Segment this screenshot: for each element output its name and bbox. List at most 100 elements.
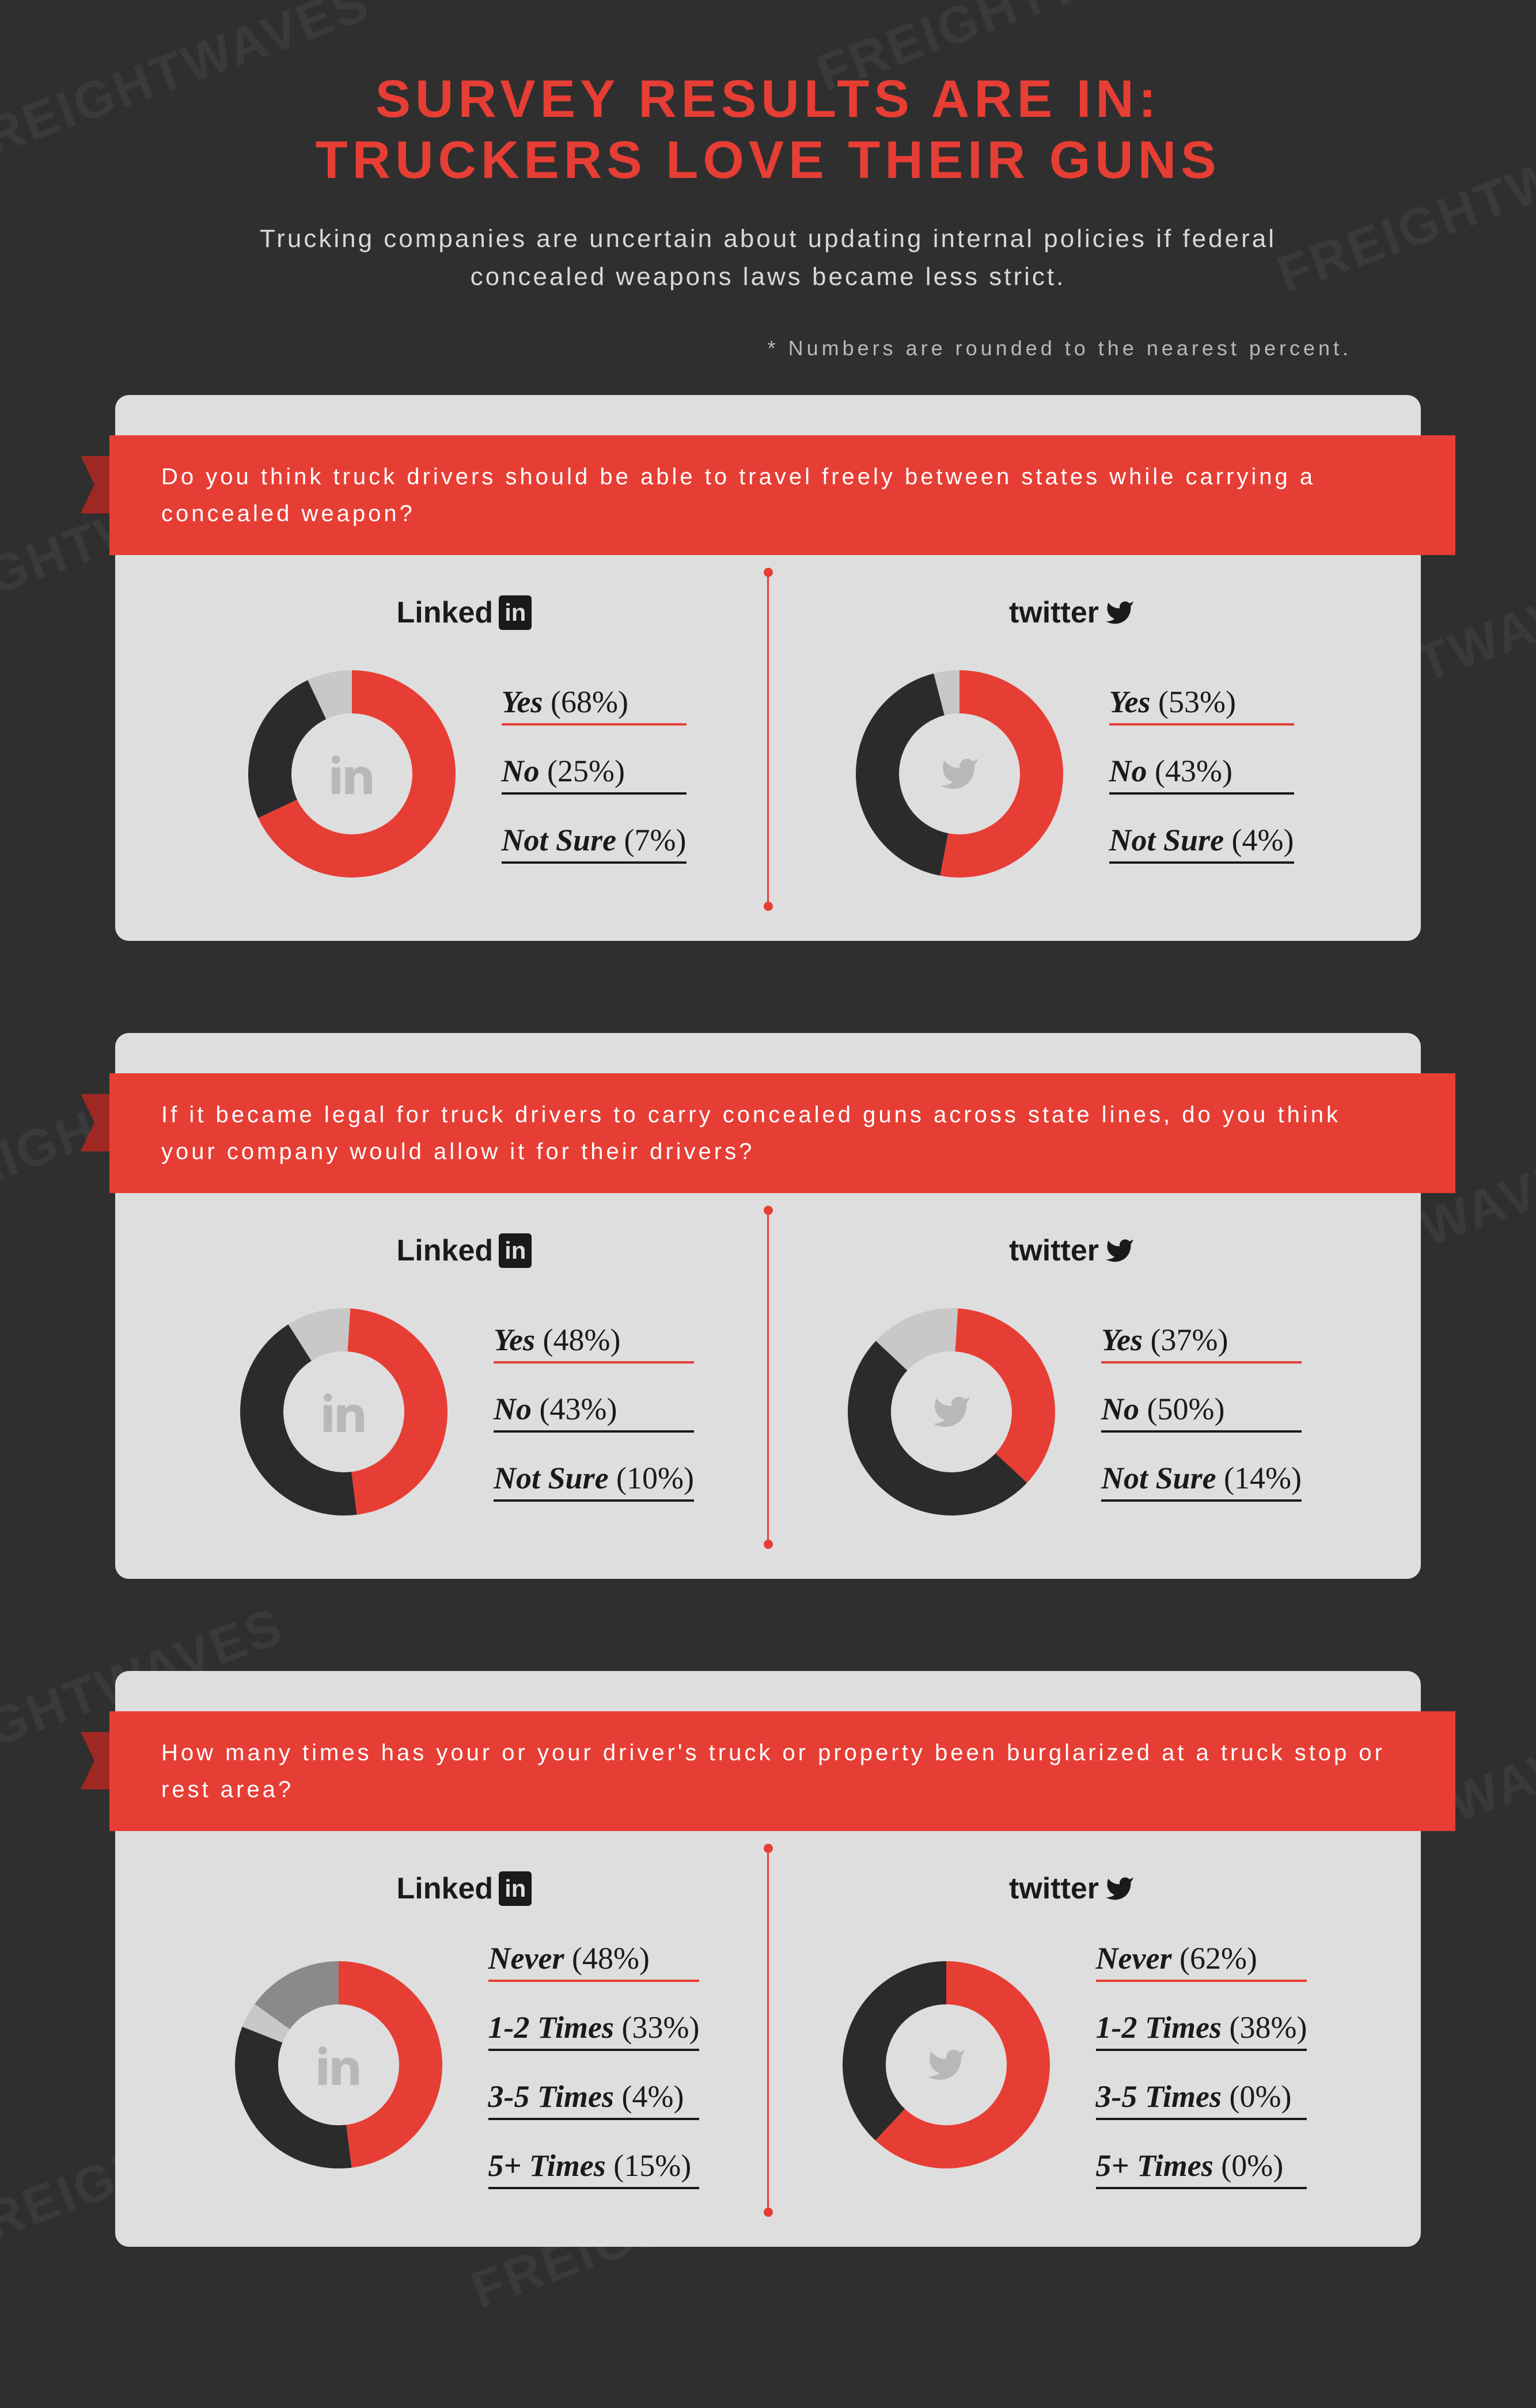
chart-row: Yes (53%)No (43%)Not Sure (4%) [850, 664, 1294, 883]
page-subtitle: Trucking companies are uncertain about u… [221, 220, 1315, 296]
legend-label: Never [488, 1941, 564, 1976]
donut-center-icon [326, 748, 378, 800]
legend-value: (62%) [1180, 1941, 1257, 1976]
legend-value: (33%) [622, 2010, 700, 2045]
legend-value: (48%) [572, 1941, 650, 1976]
legend-label: 3-5 Times [488, 2079, 614, 2114]
legend: Yes (53%)No (43%)Not Sure (4%) [1109, 684, 1294, 864]
panel-divider [767, 572, 769, 906]
legend-label: 5+ Times [1096, 2148, 1213, 2183]
ribbon-wrap: If it became legal for truck drivers to … [81, 1073, 1455, 1193]
legend-item: Yes (37%) [1101, 1322, 1302, 1363]
linkedin-icon: in [499, 595, 532, 630]
legend-label: Never [1096, 1941, 1172, 1976]
twitter-text: twitter [1009, 1233, 1099, 1268]
chart-row: Yes (68%) No (25%) Not Sure (7%) [242, 664, 687, 883]
legend-label: Yes [494, 1323, 535, 1357]
legend-item: Never (62%) [1096, 1940, 1307, 1982]
donut-wrap [837, 1955, 1056, 2174]
page-title: SURVEY RESULTS ARE IN: TRUCKERS LOVE THE… [115, 69, 1421, 191]
panel-twitter: twitter Never (62%) 1-2 Times (38%) 3-5 Ti… [769, 1871, 1375, 2189]
chart-row: Never (48%)1-2 Times (33%)3-5 Times (4%)… [229, 1940, 700, 2189]
ribbon-wrap: How many times has your or your driver's… [81, 1711, 1455, 1831]
legend: Yes (48%) No (43%) Not Sure (10%) [494, 1322, 694, 1502]
linkedin-icon: in [499, 1233, 532, 1268]
title-line-2: TRUCKERS LOVE THEIR GUNS [315, 131, 1220, 189]
cards-container: Do you think truck drivers should be abl… [115, 395, 1421, 2247]
twitter-text: twitter [1009, 1871, 1099, 1906]
legend-item: 5+ Times (15%) [488, 2148, 700, 2189]
legend-item: 5+ Times (0%) [1096, 2148, 1307, 2189]
legend-value: (68%) [551, 685, 628, 719]
legend-item: 1-2 Times (38%) [1096, 2010, 1307, 2051]
legend-value: (10%) [616, 1461, 694, 1495]
legend-item: 1-2 Times (33%) [488, 2010, 700, 2051]
legend-label: Yes [1109, 685, 1151, 719]
legend-value: (0%) [1221, 2148, 1283, 2183]
legend-value: (4%) [622, 2079, 684, 2114]
panel-linkedin: Linkedin Yes (48%) No (43%) Not Sure (10%) [161, 1233, 767, 1521]
legend-label: 1-2 Times [1096, 2010, 1222, 2045]
legend-item: Not Sure (4%) [1109, 822, 1294, 864]
twitter-text: twitter [1009, 595, 1099, 630]
platform-linkedin: Linkedin [397, 1871, 532, 1906]
footnote: * Numbers are rounded to the nearest per… [115, 336, 1421, 360]
legend-value: (53%) [1158, 685, 1236, 719]
legend-label: 1-2 Times [488, 2010, 614, 2045]
donut-slice [248, 680, 326, 818]
platform-linkedin: Linkedin [397, 1233, 532, 1268]
legend-value: (43%) [1155, 754, 1232, 788]
question-card: Do you think truck drivers should be abl… [115, 395, 1421, 941]
panel-twitter: twitter Yes (37%) No (50%) Not Sure (14%) [769, 1233, 1375, 1521]
legend-item: No (50%) [1101, 1391, 1302, 1433]
legend-label: No [502, 754, 540, 788]
panel-linkedin: Linkedin Yes (68%)No (25%)Not Sure (7%) [161, 595, 767, 883]
legend-label: 3-5 Times [1096, 2079, 1222, 2114]
legend-value: (4%) [1232, 823, 1294, 857]
title-line-1: SURVEY RESULTS ARE IN: [376, 70, 1161, 128]
panel-twitter: twitter Yes (53%)No (43%)Not Sure (4%) [769, 595, 1375, 883]
legend-item: Not Sure (14%) [1101, 1460, 1302, 1502]
legend-item: Never (48%) [488, 1940, 700, 1982]
donut-wrap [229, 1955, 448, 2174]
legend-label: Not Sure [1101, 1461, 1216, 1495]
donut-center-icon [926, 1386, 977, 1438]
legend-value: (50%) [1147, 1392, 1225, 1426]
legend-label: Not Sure [502, 823, 617, 857]
legend-item: No (25%) [502, 753, 687, 795]
question-ribbon: How many times has your or your driver's… [109, 1711, 1455, 1831]
legend-label: Not Sure [1109, 823, 1224, 857]
legend-item: Yes (53%) [1109, 684, 1294, 726]
legend-item: Not Sure (10%) [494, 1460, 694, 1502]
panel-divider [767, 1210, 769, 1544]
legend-label: Not Sure [494, 1461, 609, 1495]
legend-item: No (43%) [494, 1391, 694, 1433]
chart-row: Yes (48%) No (43%) Not Sure (10%) [234, 1302, 694, 1521]
legend: Never (48%)1-2 Times (33%)3-5 Times (4%)… [488, 1940, 700, 2189]
legend-label: No [494, 1392, 532, 1426]
panel-divider [767, 1848, 769, 2212]
linkedin-text: Linked [397, 1233, 494, 1268]
legend-value: (14%) [1224, 1461, 1302, 1495]
question-card: How many times has your or your driver's… [115, 1671, 1421, 2247]
legend: Yes (37%) No (50%) Not Sure (14%) [1101, 1322, 1302, 1502]
legend-item: Yes (68%) [502, 684, 687, 726]
legend-value: (15%) [613, 2148, 691, 2183]
linkedin-icon: in [499, 1871, 532, 1906]
donut-center-icon [934, 748, 985, 800]
donut-wrap [842, 1302, 1061, 1521]
panel-linkedin: Linkedin Never (48%)1-2 Times (33%)3-5 T… [161, 1871, 767, 2189]
legend-label: 5+ Times [488, 2148, 606, 2183]
legend-item: 3-5 Times (4%) [488, 2079, 700, 2120]
question-ribbon: If it became legal for truck drivers to … [109, 1073, 1455, 1193]
legend-item: Yes (48%) [494, 1322, 694, 1363]
panels: Linkedin Yes (68%)No (25%)Not Sure (7%) … [161, 595, 1375, 883]
legend-value: (7%) [624, 823, 687, 857]
question-ribbon: Do you think truck drivers should be abl… [109, 435, 1455, 555]
donut-center-icon [318, 1386, 370, 1438]
donut-wrap [242, 664, 461, 883]
ribbon-wrap: Do you think truck drivers should be abl… [81, 435, 1455, 555]
chart-row: Yes (37%) No (50%) Not Sure (14%) [842, 1302, 1302, 1521]
legend-label: Yes [1101, 1323, 1143, 1357]
legend-item: 3-5 Times (0%) [1096, 2079, 1307, 2120]
